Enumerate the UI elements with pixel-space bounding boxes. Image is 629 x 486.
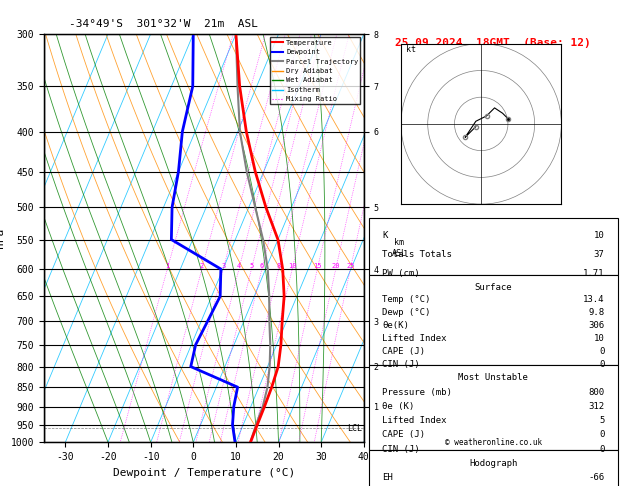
Text: 0: 0 <box>599 445 604 454</box>
Text: CAPE (J): CAPE (J) <box>382 347 425 356</box>
Text: 0: 0 <box>599 347 604 356</box>
Text: 20: 20 <box>331 263 340 269</box>
Bar <box>369 364 618 451</box>
Text: 9.8: 9.8 <box>589 308 604 317</box>
Text: Surface: Surface <box>474 282 512 292</box>
Text: Lifted Index: Lifted Index <box>382 416 447 425</box>
Text: 312: 312 <box>589 402 604 411</box>
Text: 5: 5 <box>249 263 253 269</box>
Text: © weatheronline.co.uk: © weatheronline.co.uk <box>445 438 542 447</box>
Text: CAPE (J): CAPE (J) <box>382 431 425 439</box>
Text: EH: EH <box>382 473 392 482</box>
Text: 10: 10 <box>594 334 604 343</box>
Text: Lifted Index: Lifted Index <box>382 334 447 343</box>
Text: 8: 8 <box>277 263 281 269</box>
Text: 37: 37 <box>594 250 604 259</box>
Legend: Temperature, Dewpoint, Parcel Trajectory, Dry Adiabat, Wet Adiabat, Isotherm, Mi: Temperature, Dewpoint, Parcel Trajectory… <box>270 37 360 104</box>
Text: 6: 6 <box>260 263 264 269</box>
Text: Most Unstable: Most Unstable <box>459 373 528 382</box>
Text: 1.71: 1.71 <box>583 269 604 278</box>
Text: CIN (J): CIN (J) <box>382 360 420 368</box>
Text: -66: -66 <box>589 473 604 482</box>
Text: 10: 10 <box>594 231 604 240</box>
Text: 13.4: 13.4 <box>583 295 604 304</box>
Text: -34°49'S  301°32'W  21m  ASL: -34°49'S 301°32'W 21m ASL <box>69 19 258 30</box>
Text: Pressure (mb): Pressure (mb) <box>382 387 452 397</box>
Text: kt: kt <box>406 45 416 54</box>
Text: 306: 306 <box>589 321 604 330</box>
Text: θe(K): θe(K) <box>382 321 409 330</box>
Text: Temp (°C): Temp (°C) <box>382 295 430 304</box>
X-axis label: Dewpoint / Temperature (°C): Dewpoint / Temperature (°C) <box>113 468 295 478</box>
Bar <box>369 275 618 364</box>
Bar <box>369 451 618 486</box>
Y-axis label: km
ASL: km ASL <box>392 238 407 258</box>
Text: Hodograph: Hodograph <box>469 459 518 468</box>
Text: 0: 0 <box>599 431 604 439</box>
Bar <box>369 218 618 275</box>
Y-axis label: hPa: hPa <box>0 228 5 248</box>
Text: CIN (J): CIN (J) <box>382 445 420 454</box>
Text: 25: 25 <box>346 263 355 269</box>
Text: Totals Totals: Totals Totals <box>382 250 452 259</box>
Text: K: K <box>382 231 387 240</box>
Text: 10: 10 <box>288 263 296 269</box>
Text: 1: 1 <box>165 263 169 269</box>
Text: 5: 5 <box>599 416 604 425</box>
Text: 800: 800 <box>589 387 604 397</box>
Text: 0: 0 <box>599 360 604 368</box>
Text: 15: 15 <box>313 263 321 269</box>
Text: 2: 2 <box>200 263 204 269</box>
Text: 25.09.2024  18GMT  (Base: 12): 25.09.2024 18GMT (Base: 12) <box>396 38 591 48</box>
Text: PW (cm): PW (cm) <box>382 269 420 278</box>
Text: Dewp (°C): Dewp (°C) <box>382 308 430 317</box>
Text: 3: 3 <box>221 263 225 269</box>
Text: LCL: LCL <box>347 424 362 433</box>
Text: θe (K): θe (K) <box>382 402 415 411</box>
Text: 4: 4 <box>237 263 241 269</box>
